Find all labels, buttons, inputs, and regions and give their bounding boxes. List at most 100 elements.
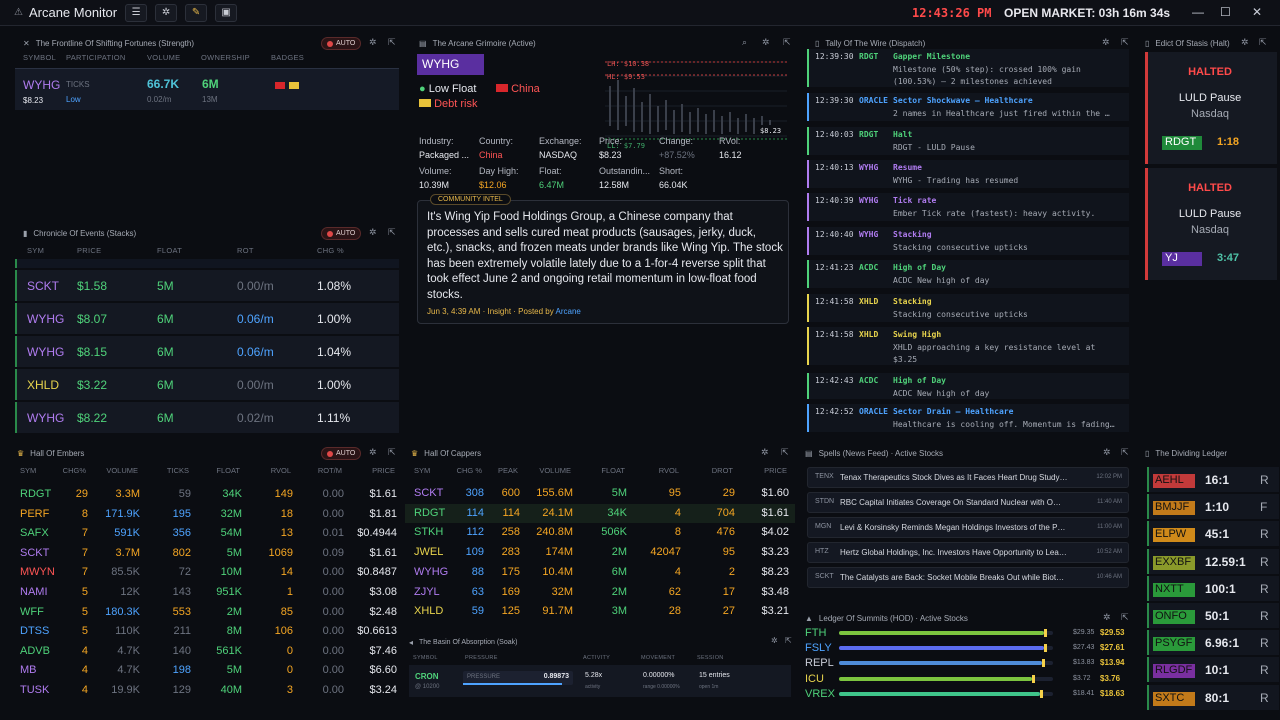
popout-icon[interactable]: ⇱	[785, 636, 792, 645]
table-row[interactable]: MWYN 7 85.5K 72 10M 14 0.00 $0.8487	[9, 563, 399, 582]
summit-row[interactable]: REPL $13.83 $13.94	[801, 656, 1133, 670]
cell-rv: 28	[668, 605, 681, 618]
wire-row[interactable]: 12:39:30 ORACLE Sector Shockwave — Healthc…	[807, 93, 1129, 121]
news-item[interactable]: STDN RBC Capital Initiates Coverage On St…	[807, 492, 1129, 513]
popout-icon[interactable]: ⇱	[1259, 37, 1267, 47]
table-row[interactable]: DTSS 5 110K 211 8M 106 0.00 $0.6613	[9, 622, 399, 641]
settings-icon[interactable]: ✲	[1102, 37, 1110, 47]
summit-row[interactable]: FTH $29.35 $29.53	[801, 626, 1133, 640]
settings-icon[interactable]: ✲	[369, 447, 377, 457]
table-row[interactable]: WYHG 88 175 10.4M 6M 4 2 $8.23	[405, 563, 795, 582]
cell-vol: 3.3M	[115, 488, 140, 500]
close-window-button[interactable]: ✕	[1252, 5, 1263, 19]
chronicle-row[interactable]: XHLD $3.22 6M 0.00/m 1.00%	[15, 369, 399, 400]
table-row[interactable]: XHLD 59 125 91.7M 3M 28 27 $3.21	[405, 602, 795, 621]
table-row[interactable]: MB 4 4.7K 198 5M 0 0.00 $6.60	[9, 661, 399, 680]
wire-row[interactable]: 12:42:43 ACDC High of Day ACDC New high of …	[807, 373, 1129, 399]
minimize-button[interactable]: —	[1192, 5, 1204, 19]
popout-icon[interactable]: ⇱	[1121, 37, 1129, 47]
clock: 12:43:26 PM	[912, 6, 992, 20]
auto-toggle[interactable]: AUTO	[321, 37, 362, 50]
summit-row[interactable]: VREX $18.41 $18.63	[801, 687, 1133, 701]
news-item[interactable]: HTZ Hertz Global Holdings, Inc. Investors…	[807, 542, 1129, 563]
settings-icon[interactable]: ✲	[771, 636, 778, 645]
layout-button[interactable]: ▣	[215, 3, 238, 22]
auto-toggle[interactable]: AUTO	[321, 227, 362, 240]
halt-card[interactable]: HALTED LULD Pause Nasdaq RDGT 1:18	[1145, 52, 1277, 164]
ledger-row[interactable]: RLGDF 10:1 R	[1147, 657, 1279, 683]
summit-row[interactable]: FSLY $27.43 $27.61	[801, 641, 1133, 655]
summit-row[interactable]: ICU $3.72 $3.76	[801, 672, 1133, 686]
wire-row[interactable]: 12:40:13 WYHG Resume WYHG - Trading has res…	[807, 160, 1129, 188]
settings-button[interactable]: ✲	[155, 3, 178, 22]
popout-icon[interactable]: ⇱	[1121, 447, 1129, 457]
table-row[interactable]: NAMI 5 12K 143 951K 1 0.00 $3.08	[9, 583, 399, 602]
ledger-row[interactable]: SXTC 80:1 R	[1147, 684, 1279, 710]
wire-row[interactable]: 12:42:52 ORACLE Sector Drain — Healthcare H…	[807, 404, 1129, 432]
ledger-row[interactable]: ELPW 45:1 R	[1147, 521, 1279, 547]
chronicle-row[interactable]: SCKT $1.58 5M 0.00/m 1.08%	[15, 270, 399, 301]
ledger-row[interactable]: NXTT 100:1 R	[1147, 575, 1279, 601]
popout-icon[interactable]: ⇱	[781, 447, 789, 457]
wire-row[interactable]: 12:40:39 WYHG Tick rate Ember Tick rate (fa…	[807, 193, 1129, 221]
cell-chg: 7	[81, 527, 88, 540]
maximize-button[interactable]: ☐	[1220, 5, 1231, 19]
ledger-row[interactable]: AEHL 16:1 R	[1147, 467, 1279, 492]
news-item[interactable]: SCKT The Catalysts are Back: Socket Mobil…	[807, 567, 1129, 588]
cell-rv: 1	[286, 586, 293, 598]
wire-row[interactable]: 12:41:23 ACDC High of Day ACDC New high of …	[807, 260, 1129, 288]
table-row[interactable]: ADVB 4 4.7K 140 561K 0 0.00 $7.46	[9, 642, 399, 661]
menu-button[interactable]: ☰	[125, 3, 148, 22]
settings-icon[interactable]: ✲	[1103, 447, 1111, 457]
popout-icon[interactable]: ⇱	[388, 227, 396, 237]
halt-symbol: YJ	[1162, 252, 1202, 266]
settings-icon[interactable]: ✲	[1103, 612, 1111, 622]
search-icon[interactable]: ⌕	[742, 37, 748, 47]
news-item[interactable]: MGN Levi & Korsinsky Reminds Megan Holdin…	[807, 517, 1129, 538]
ledger-row[interactable]: PSYGF 6.96:1 R	[1147, 630, 1279, 656]
frontline-row[interactable]: WYHG $8.23 TICKS Low 66.7K 0.02/m 6M 13M	[15, 68, 399, 110]
halt-card[interactable]: HALTED LULD Pause Nasdaq YJ 3:47	[1145, 168, 1277, 280]
summit-marker	[1042, 659, 1046, 668]
settings-icon[interactable]: ✲	[761, 447, 769, 457]
chronicle-row[interactable]: WYHG $8.22 6M 0.02/m 1.11%	[15, 402, 399, 433]
settings-icon[interactable]: ✲	[1241, 37, 1249, 47]
news-symbol: TENX	[815, 473, 834, 480]
settings-icon[interactable]: ✲	[762, 37, 770, 47]
intel-author-link[interactable]: Arcane	[555, 307, 581, 316]
news-item[interactable]: TENX Tenax Therapeutics Stock Dives as It…	[807, 467, 1129, 488]
settings-icon[interactable]: ✲	[369, 227, 377, 237]
wire-row[interactable]: 12:41:58 XHLD Swing High XHLD approaching a…	[807, 327, 1129, 365]
table-row[interactable]: SCKT 308 600 155.6M 5M 95 29 $1.60	[405, 484, 795, 503]
auto-toggle[interactable]: AUTO	[321, 447, 362, 460]
table-row[interactable]: SCKT 7 3.7M 802 5M 1069 0.09 $1.61	[9, 544, 399, 563]
news-headline: Hertz Global Holdings, Inc. Investors Ha…	[840, 548, 1067, 557]
ledger-row[interactable]: EXXBF 12.59:1 R	[1147, 548, 1279, 574]
table-row[interactable]: ZJYL 63 169 32M 2M 62 17 $3.48	[405, 583, 795, 602]
table-row[interactable]: PERF 8 171.9K 195 32M 18 0.00 $1.81	[9, 505, 399, 524]
table-row[interactable]: STKH 112 258 240.8M 506K 8 476 $4.02	[405, 523, 795, 542]
chronicle-row[interactable]: WYHG $8.07 6M 0.06/m 1.00%	[15, 303, 399, 334]
table-row[interactable]: TUSK 4 19.9K 129 40M 3 0.00 $3.24	[9, 681, 399, 700]
table-row[interactable]: RDGT 114 114 24.1M 34K 4 704 $1.61	[405, 503, 795, 523]
ledger-row[interactable]: ONFO 50:1 R	[1147, 603, 1279, 628]
newspaper-icon: ▤	[805, 448, 813, 458]
edit-button[interactable]: ✎	[185, 3, 208, 22]
wire-row[interactable]: 12:41:58 XHLD Stacking Stacking consecutive…	[807, 294, 1129, 322]
table-row[interactable]: SAFX 7 591K 356 54M 13 0.01 $0.4944	[9, 524, 399, 543]
popout-icon[interactable]: ⇱	[783, 37, 791, 47]
ledger-panel: ▯ The Dividing Ledger AEHL 16:1 R BMJJF 1:10 F…	[1138, 441, 1280, 720]
wire-row[interactable]: 12:40:40 WYHG Stacking Stacking consecutive…	[807, 227, 1129, 255]
wire-row[interactable]: 12:39:30 RDGT Gapper Milestone Milestone (5…	[807, 49, 1129, 87]
popout-icon[interactable]: ⇱	[388, 37, 396, 47]
popout-icon[interactable]: ⇱	[1121, 612, 1129, 622]
popout-icon[interactable]: ⇱	[388, 447, 396, 457]
wire-row[interactable]: 12:40:03 RDGT Halt RDGT - LULD Pause	[807, 127, 1129, 155]
table-row[interactable]: WFF 5 180.3K 553 2M 85 0.00 $2.48	[9, 603, 399, 622]
chronicle-row[interactable]: WYHG $8.15 6M 0.06/m 1.04%	[15, 336, 399, 367]
settings-icon[interactable]: ✲	[369, 37, 377, 47]
ledger-row[interactable]: BMJJF 1:10 F	[1147, 494, 1279, 520]
table-row[interactable]: RDGT 29 3.3M 59 34K 149 0.00 $1.61	[9, 485, 399, 504]
soak-row[interactable]: CRON @ 10200 PRESSURE 0.89873 5.28x acti…	[409, 665, 791, 697]
table-row[interactable]: JWEL 109 283 174M 2M 42047 95 $3.23	[405, 543, 795, 562]
